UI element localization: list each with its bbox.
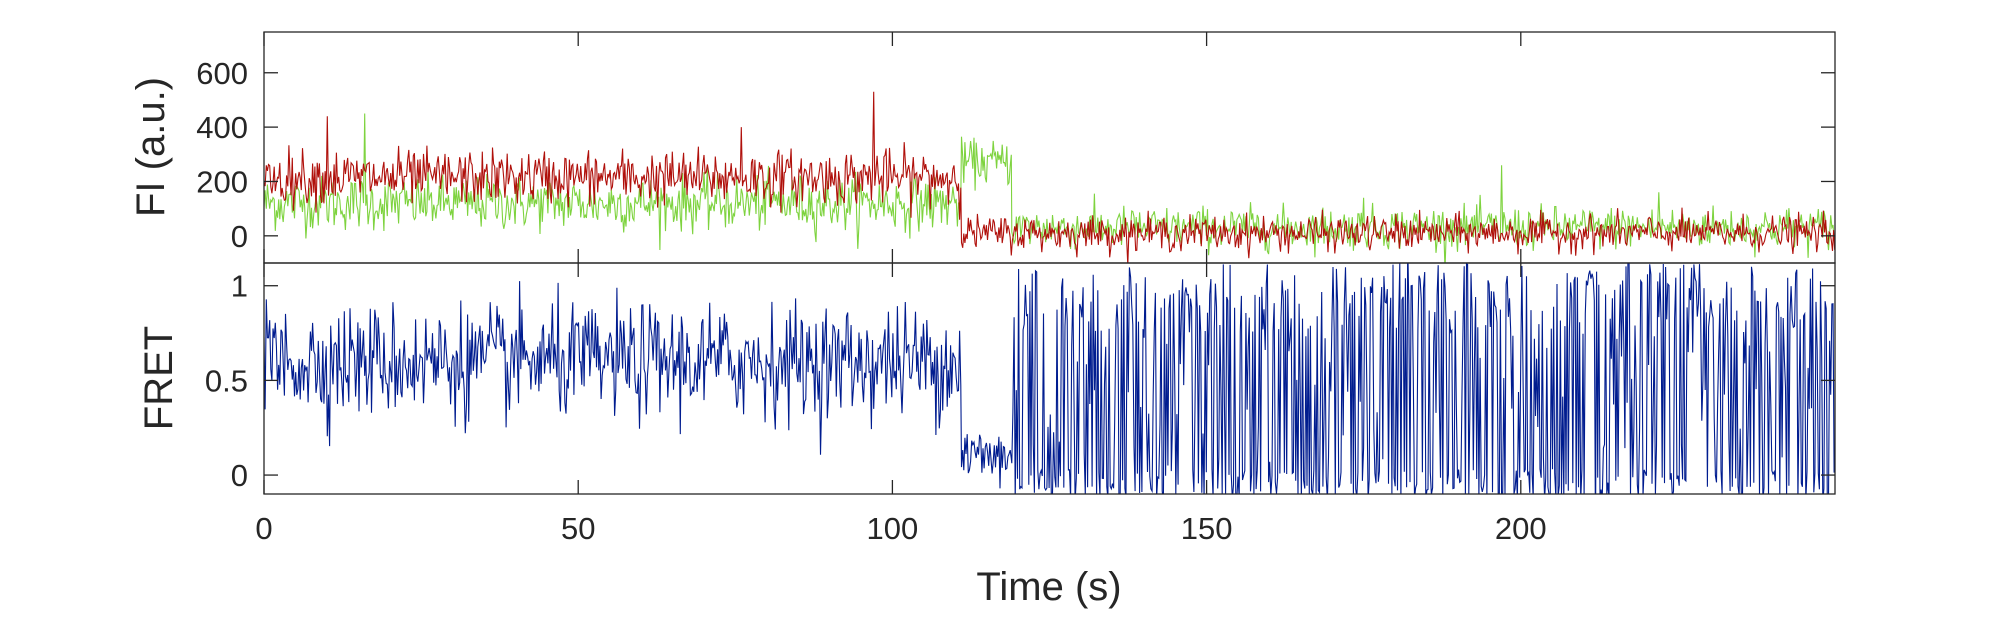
bottom-y-tick-label: 0.5 — [205, 363, 248, 398]
bottom-x-ticks: 0 50 100 150 200 — [255, 32, 1547, 546]
fret-series-line-0 — [264, 263, 1835, 494]
bottom-axes-frame — [263, 262, 1836, 495]
x-tick-label: 100 — [867, 511, 919, 546]
top-y-tick-label: 600 — [196, 56, 248, 91]
fi-series-line-1 — [264, 91, 1835, 263]
top-y-ticks: 0 200 400 600 — [196, 56, 1835, 254]
bottom-y-tick-label: 1 — [231, 269, 248, 304]
x-tick-label: 0 — [255, 511, 272, 546]
x-tick-label: 200 — [1495, 511, 1547, 546]
x-tick-label: 50 — [561, 511, 595, 546]
bottom-y-tick-label: 0 — [231, 458, 248, 493]
bottom-y-ticks: 00.51 — [205, 269, 1835, 493]
top-y-axis-label: FI (a.u.) — [129, 77, 173, 217]
fi-series-line-0 — [264, 113, 1835, 263]
top-panel: 0 200 400 600 FI (a.u.) — [129, 31, 1836, 264]
top-y-tick-label: 200 — [196, 164, 248, 199]
top-y-tick-label: 400 — [196, 110, 248, 145]
bottom-series-group — [264, 263, 1835, 494]
bottom-y-axis-label: FRET — [137, 326, 181, 430]
bottom-panel: 00.51 0 50 100 150 200 FRET Time (s) — [137, 32, 1836, 609]
x-tick-label: 150 — [1181, 511, 1233, 546]
top-series-group — [264, 91, 1835, 263]
top-y-tick-label: 0 — [231, 219, 248, 254]
x-axis-label: Time (s) — [976, 565, 1121, 609]
